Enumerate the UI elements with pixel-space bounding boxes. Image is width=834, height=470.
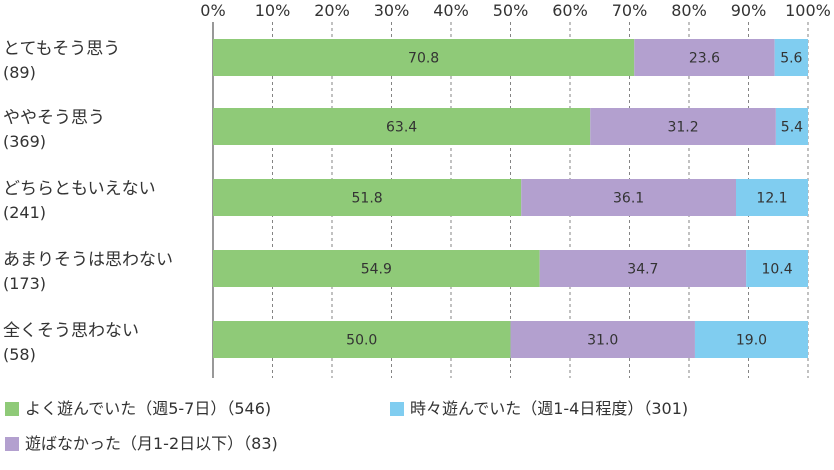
gridlines bbox=[212, 22, 809, 378]
x-tick-label: 70% bbox=[612, 1, 648, 20]
category-count: (58) bbox=[3, 345, 36, 364]
bar-segment bbox=[539, 250, 747, 287]
x-tick-label: 50% bbox=[493, 1, 529, 20]
legend-swatch bbox=[5, 402, 19, 416]
legend-swatch bbox=[390, 402, 404, 416]
category-label: 全くそう思わない bbox=[3, 321, 139, 341]
x-tick-label: 40% bbox=[433, 1, 469, 20]
data-label: 36.1 bbox=[613, 191, 644, 207]
category-label: どちらともいえない bbox=[3, 179, 156, 199]
x-tick-label: 90% bbox=[731, 1, 767, 20]
bar-segment bbox=[694, 321, 808, 358]
bar-segment bbox=[213, 250, 540, 287]
category-count: (89) bbox=[3, 63, 36, 82]
bar-segment bbox=[213, 321, 511, 358]
x-tick-label: 80% bbox=[671, 1, 707, 20]
category-count: (369) bbox=[3, 132, 46, 151]
legend-label: よく遊んでいた（週5-7日）（546) bbox=[25, 399, 271, 418]
x-axis-ticks: 0% 10% 20% 30% 40% 50% 60% 70% 80% 90% 100% bbox=[200, 1, 831, 20]
data-label: 23.6 bbox=[689, 51, 720, 67]
bar-segment bbox=[746, 250, 808, 287]
bar-segment bbox=[736, 179, 808, 216]
category-labels: とてもそう思う (89) ややそう思う (369) どちらともいえない (241) あまりそ… bbox=[3, 39, 173, 364]
bar-segment bbox=[521, 179, 737, 216]
data-label: 54.9 bbox=[361, 262, 392, 278]
category-label: ややそう思う bbox=[3, 108, 105, 128]
category-count: (173) bbox=[3, 274, 46, 293]
x-tick-label: 0% bbox=[200, 1, 225, 20]
data-label: 5.4 bbox=[781, 120, 803, 136]
bar-segment bbox=[774, 39, 808, 76]
legend-swatch bbox=[5, 437, 19, 451]
bar-segment bbox=[213, 108, 591, 145]
data-label: 10.4 bbox=[761, 262, 792, 278]
bar-segment bbox=[213, 179, 522, 216]
category-count: (241) bbox=[3, 203, 46, 222]
category-label: あまりそうは思わない bbox=[3, 250, 173, 270]
data-label: 34.7 bbox=[627, 262, 658, 278]
legend-label: 時々遊んでいた（週1-4日程度）（301) bbox=[410, 399, 688, 418]
legend: よく遊んでいた（週5-7日）（546) 遊ばなかった（月1-2日以下）（83) 時々… bbox=[5, 399, 688, 453]
data-label: 50.0 bbox=[346, 333, 377, 349]
data-label: 51.8 bbox=[352, 191, 383, 207]
x-tick-label: 10% bbox=[255, 1, 291, 20]
x-tick-label: 100% bbox=[785, 1, 831, 20]
x-tick-label: 60% bbox=[552, 1, 588, 20]
data-label: 31.0 bbox=[587, 333, 618, 349]
bar-segment bbox=[510, 321, 695, 358]
data-label: 5.6 bbox=[780, 51, 802, 67]
category-label: とてもそう思う bbox=[3, 39, 120, 59]
x-tick-label: 30% bbox=[374, 1, 410, 20]
bar-segment bbox=[590, 108, 776, 145]
legend-label: 遊ばなかった（月1-2日以下）（83) bbox=[25, 434, 278, 453]
data-label: 31.2 bbox=[667, 120, 698, 136]
data-label: 63.4 bbox=[386, 120, 417, 136]
data-label: 12.1 bbox=[756, 191, 787, 207]
data-label: 70.8 bbox=[408, 51, 439, 67]
bar-segment bbox=[213, 39, 635, 76]
bar-segment bbox=[775, 108, 808, 145]
bar-segment bbox=[634, 39, 775, 76]
data-label: 19.0 bbox=[736, 333, 767, 349]
x-tick-label: 20% bbox=[314, 1, 350, 20]
bars: 70.8 23.6 5.6 63.4 31.2 5.4 51.8 36.1 12.1 54.9 34… bbox=[213, 39, 808, 358]
